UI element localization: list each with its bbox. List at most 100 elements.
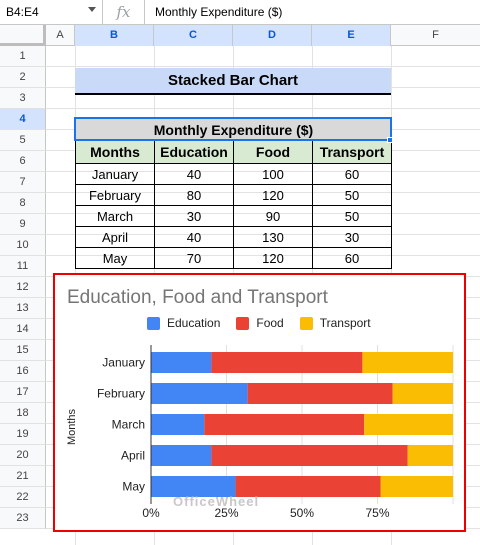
bar-food-april[interactable] bbox=[211, 445, 408, 466]
column-headers: A B C D E F bbox=[0, 25, 480, 46]
y-tick-label: April bbox=[121, 449, 145, 463]
watermark-logo: OfficeWheel bbox=[173, 494, 260, 509]
table-cell[interactable]: 100 bbox=[233, 163, 313, 185]
row-header-8[interactable]: 8 bbox=[0, 193, 46, 214]
y-tick-label: May bbox=[122, 480, 145, 494]
formula-input[interactable]: Monthly Expenditure ($) bbox=[155, 5, 283, 19]
table-cell[interactable]: 30 bbox=[154, 205, 234, 227]
row-header-11[interactable]: 11 bbox=[0, 256, 46, 277]
bar-education-january[interactable] bbox=[151, 352, 212, 373]
row-header-21[interactable]: 21 bbox=[0, 466, 46, 487]
table-header-row: Months Education Food Transport bbox=[75, 140, 392, 164]
bar-food-february[interactable] bbox=[247, 383, 393, 404]
header-food[interactable]: Food bbox=[233, 140, 313, 164]
column-header-c[interactable]: C bbox=[154, 25, 233, 46]
table-cell[interactable]: May bbox=[75, 247, 155, 269]
row-header-14[interactable]: 14 bbox=[0, 319, 46, 340]
column-header-d[interactable]: D bbox=[233, 25, 312, 46]
table-cell[interactable]: April bbox=[75, 226, 155, 248]
row-header-16[interactable]: 16 bbox=[0, 361, 46, 382]
row-header-17[interactable]: 17 bbox=[0, 382, 46, 403]
table-cell[interactable]: 120 bbox=[233, 184, 313, 206]
row-header-4[interactable]: 4 bbox=[0, 109, 46, 130]
column-header-f[interactable]: F bbox=[432, 29, 439, 41]
legend-swatch bbox=[236, 316, 250, 330]
column-header-a[interactable]: A bbox=[46, 25, 75, 46]
bar-transport-april[interactable] bbox=[407, 445, 453, 466]
fill-handle[interactable] bbox=[387, 137, 393, 143]
row-header-23[interactable]: 23 bbox=[0, 508, 46, 529]
legend-swatch bbox=[299, 316, 313, 330]
row-header-3[interactable]: 3 bbox=[0, 88, 46, 109]
row-header-2[interactable]: 2 bbox=[0, 67, 46, 88]
header-transport[interactable]: Transport bbox=[312, 140, 392, 164]
bar-education-may[interactable] bbox=[151, 476, 236, 497]
chevron-down-icon[interactable] bbox=[88, 6, 96, 12]
bar-food-january[interactable] bbox=[211, 352, 363, 373]
legend-swatch bbox=[147, 316, 160, 330]
header-education[interactable]: Education bbox=[154, 140, 234, 164]
x-tick-label: 50% bbox=[290, 506, 314, 520]
legend-label: Transport bbox=[319, 316, 371, 330]
table-cell[interactable]: 60 bbox=[312, 163, 392, 185]
table-title-cell[interactable]: Monthly Expenditure ($) bbox=[75, 118, 392, 141]
row-header-6[interactable]: 6 bbox=[0, 151, 46, 172]
row-header-15[interactable]: 15 bbox=[0, 340, 46, 361]
table-row: April 40 130 30 bbox=[75, 226, 392, 248]
row-header-18[interactable]: 18 bbox=[0, 403, 46, 424]
chart-container[interactable]: Education, Food and Transport Education … bbox=[53, 273, 466, 532]
bar-transport-january[interactable] bbox=[362, 352, 453, 373]
y-axis-label: Months bbox=[66, 408, 78, 445]
bar-education-february[interactable] bbox=[151, 383, 248, 404]
table-row: January 40 100 60 bbox=[75, 163, 392, 185]
grid-row-line bbox=[46, 66, 480, 67]
bar-education-march[interactable] bbox=[151, 414, 205, 435]
row-header-13[interactable]: 13 bbox=[0, 298, 46, 319]
select-all-corner[interactable] bbox=[0, 25, 46, 46]
bar-food-may[interactable] bbox=[235, 476, 381, 497]
header-months[interactable]: Months bbox=[75, 140, 155, 164]
data-table: Monthly Expenditure ($) Months Education… bbox=[75, 118, 392, 269]
table-cell[interactable]: 130 bbox=[233, 226, 313, 248]
legend-item-food: Food bbox=[236, 316, 284, 330]
row-header-1[interactable]: 1 bbox=[0, 46, 46, 67]
column-header-e[interactable]: E bbox=[312, 25, 391, 46]
bar-transport-may[interactable] bbox=[380, 476, 453, 497]
table-cell[interactable]: 30 bbox=[312, 226, 392, 248]
row-header-12[interactable]: 12 bbox=[0, 277, 46, 298]
bar-food-march[interactable] bbox=[204, 414, 365, 435]
row-header-7[interactable]: 7 bbox=[0, 172, 46, 193]
table-cell[interactable]: 120 bbox=[233, 247, 313, 269]
bar-education-april[interactable] bbox=[151, 445, 212, 466]
y-tick-label: March bbox=[112, 418, 145, 432]
table-cell[interactable]: 90 bbox=[233, 205, 313, 227]
table-cell[interactable]: February bbox=[75, 184, 155, 206]
table-cell[interactable]: 50 bbox=[312, 205, 392, 227]
table-cell[interactable]: 50 bbox=[312, 184, 392, 206]
name-box-value: B4:E4 bbox=[6, 5, 39, 19]
column-header-b[interactable]: B bbox=[75, 25, 154, 46]
row-header-22[interactable]: 22 bbox=[0, 487, 46, 508]
table-cell[interactable]: January bbox=[75, 163, 155, 185]
chart-plot: January February March April May 0% 25% 50% 75% M… bbox=[66, 345, 454, 520]
sheet-title[interactable]: Stacked Bar Chart bbox=[75, 68, 391, 95]
table-cell[interactable]: 70 bbox=[154, 247, 234, 269]
table-cell[interactable]: 40 bbox=[154, 226, 234, 248]
table-cell[interactable]: March bbox=[75, 205, 155, 227]
row-header-20[interactable]: 20 bbox=[0, 445, 46, 466]
table-cell[interactable]: 60 bbox=[312, 247, 392, 269]
bar-transport-february[interactable] bbox=[392, 383, 453, 404]
bar-transport-march[interactable] bbox=[364, 414, 453, 435]
table-cell[interactable]: 80 bbox=[154, 184, 234, 206]
row-header-10[interactable]: 10 bbox=[0, 235, 46, 256]
row-header-5[interactable]: 5 bbox=[0, 130, 46, 151]
y-tick-label: February bbox=[97, 387, 145, 401]
row-header-19[interactable]: 19 bbox=[0, 424, 46, 445]
name-box[interactable]: B4:E4 bbox=[0, 0, 103, 25]
x-tick-label: 75% bbox=[365, 506, 389, 520]
grid-row-line bbox=[46, 108, 480, 109]
table-row: February 80 120 50 bbox=[75, 184, 392, 206]
table-cell[interactable]: 40 bbox=[154, 163, 234, 185]
legend-label: Food bbox=[256, 316, 284, 330]
row-header-9[interactable]: 9 bbox=[0, 214, 46, 235]
